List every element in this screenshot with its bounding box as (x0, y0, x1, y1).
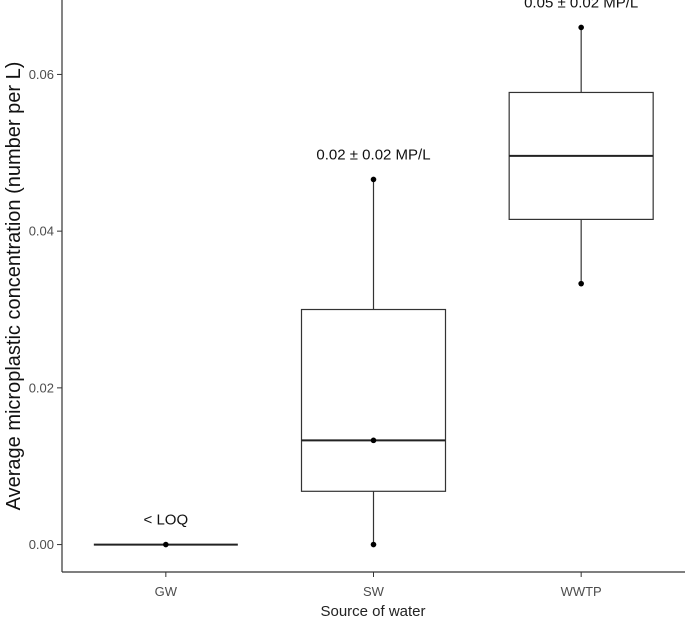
box-annotation: < LOQ (144, 512, 189, 529)
box-wwtp (508, 24, 654, 287)
box-sw (300, 176, 447, 548)
x-tick-label: WWTP (561, 584, 602, 599)
data-point (163, 541, 169, 548)
x-ticks: GW SW WWTP (155, 572, 602, 599)
data-point (370, 437, 377, 444)
iqr-box (300, 308, 447, 492)
data-point (578, 280, 584, 287)
y-tick-label: 0.02 (29, 380, 54, 395)
y-axis-title: Average microplastic concentration (numb… (3, 62, 25, 511)
annotations: < LOQ 0.02 ± 0.02 MP/L 0.05 ± 0.02 MP/L (144, 0, 639, 529)
y-tick-label: 0.04 (29, 224, 54, 239)
x-tick-label: SW (363, 584, 385, 599)
data-point (370, 541, 377, 548)
data-point (370, 176, 377, 183)
box-annotation: 0.02 ± 0.02 MP/L (316, 146, 430, 163)
y-ticks: 0.00 0.02 0.04 0.06 (29, 67, 62, 552)
y-tick-label: 0.06 (29, 67, 54, 82)
box-gw (93, 541, 238, 548)
y-tick-label: 0.00 (29, 537, 54, 552)
data-point (578, 24, 584, 31)
boxes (93, 24, 654, 548)
x-tick-label: GW (155, 584, 178, 599)
box-annotation: 0.05 ± 0.02 MP/L (524, 0, 638, 11)
x-axis-title: Source of water (320, 603, 425, 620)
